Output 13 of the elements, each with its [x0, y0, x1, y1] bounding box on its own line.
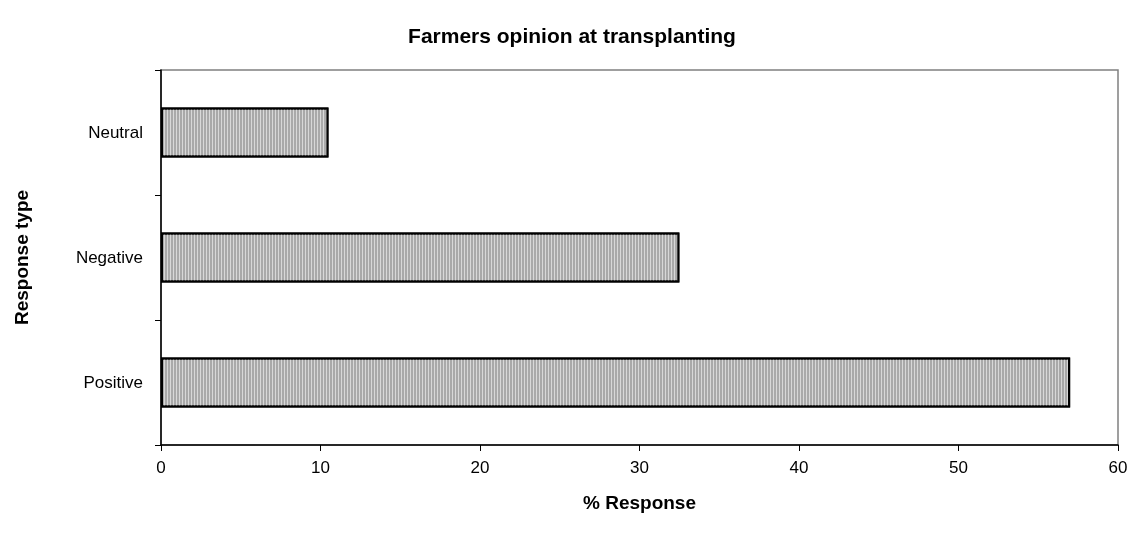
chart-title: Farmers opinion at transplanting — [408, 24, 736, 47]
x-tick-label: 60 — [1108, 458, 1128, 477]
x-tick-label: 40 — [789, 458, 809, 477]
x-tick-label: 0 — [156, 458, 166, 477]
y-tick-label: Neutral — [88, 123, 143, 142]
x-tick-label: 30 — [630, 458, 649, 477]
x-axis-title: % Response — [583, 492, 696, 513]
y-axis-title: Response type — [11, 189, 32, 326]
y-tick-label: Positive — [83, 373, 143, 392]
y-tick-label: Negative — [75, 248, 143, 267]
x-tick-label: 50 — [949, 458, 968, 477]
x-tick-label: 10 — [311, 458, 330, 477]
x-tick-label: 20 — [470, 458, 490, 477]
